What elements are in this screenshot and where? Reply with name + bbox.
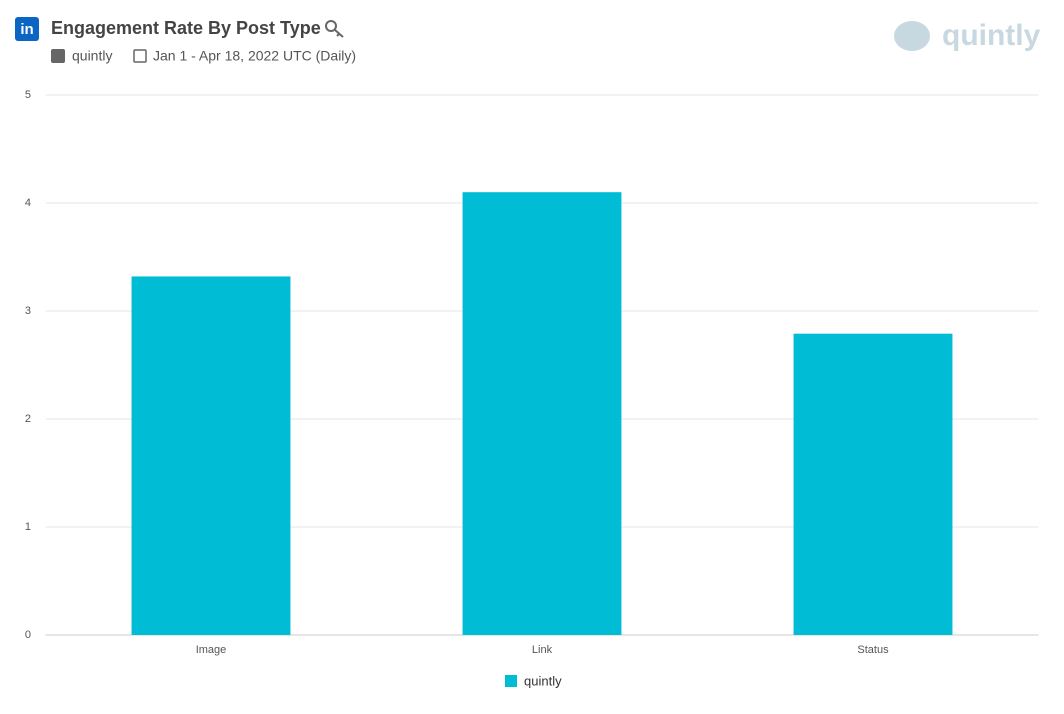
legend-swatch [505,675,517,687]
x-tick-label: Link [532,644,553,656]
x-tick-label: Image [196,644,227,656]
y-tick-label: 0 [25,629,31,641]
legend-label: quintly [524,673,562,688]
bar [131,276,291,635]
y-tick-label: 3 [25,305,31,317]
chart-title: Engagement Rate By Post Type [51,18,321,38]
y-tick-label: 2 [25,413,31,425]
linkedin-icon [15,17,39,41]
y-tick-label: 4 [25,197,31,209]
x-tick-label: Status [857,644,889,656]
y-tick-label: 5 [25,89,31,101]
linkedin-icon-text: in [20,21,33,38]
brand-name: quintly [942,19,1041,52]
date-range: Jan 1 - Apr 18, 2022 UTC (Daily) [153,48,356,64]
profile-name: quintly [72,48,112,64]
key-icon [325,20,344,38]
brand-logo: quintly [894,19,1041,52]
bar [462,192,622,635]
calendar-icon [133,49,147,63]
y-tick-label: 1 [25,521,31,533]
bar [793,333,953,635]
profile-icon [51,49,65,63]
